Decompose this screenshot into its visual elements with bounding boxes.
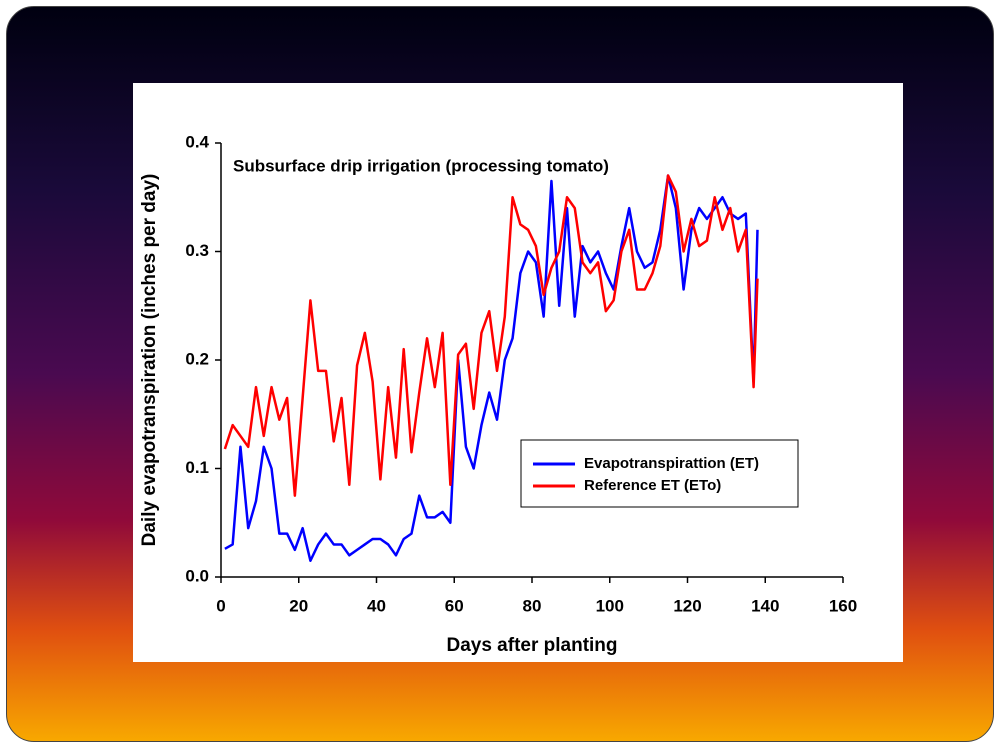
chart-title: Subsurface drip irrigation (processing t… — [233, 156, 609, 175]
chart-panel — [133, 83, 903, 662]
x-tick-label: 140 — [751, 596, 779, 615]
y-axis-label: Daily evapotranspiration (inches per day… — [139, 174, 160, 547]
x-tick-label: 80 — [523, 596, 542, 615]
y-tick-label: 0.0 — [185, 566, 209, 585]
x-tick-label: 160 — [829, 596, 857, 615]
x-axis-label: Days after planting — [446, 635, 617, 656]
legend — [520, 439, 799, 508]
x-tick-label: 40 — [367, 596, 386, 615]
x-tick-label: 20 — [289, 596, 308, 615]
y-tick-label: 0.1 — [185, 458, 209, 477]
x-tick-label: 0 — [216, 596, 225, 615]
legend-label: Evapotranspirattion (ET) — [584, 455, 759, 472]
y-tick-label: 0.3 — [185, 241, 209, 260]
legend-label: Reference ET (ETo) — [584, 477, 721, 494]
data-line — [223, 174, 759, 497]
y-tick-label: 0.4 — [185, 132, 209, 151]
x-tick-label: 120 — [673, 596, 701, 615]
x-tick-label: 60 — [445, 596, 464, 615]
y-tick-label: 0.2 — [185, 349, 209, 368]
plot-area: 0.0 0.1 0.2 0.3 0.4 0 20 40 60 80 100 120 140 160 — [185, 132, 857, 615]
x-tick-label: 100 — [596, 596, 624, 615]
data-line — [224, 174, 759, 562]
